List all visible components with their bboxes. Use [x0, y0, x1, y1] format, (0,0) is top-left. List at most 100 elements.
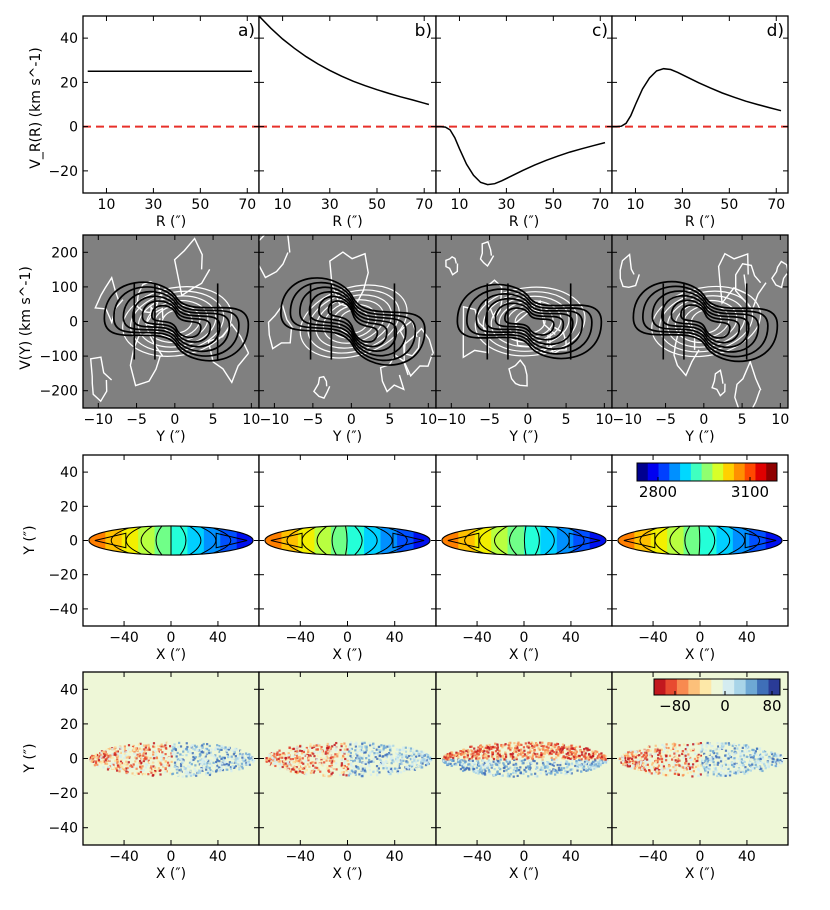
residual-pixel — [367, 756, 370, 759]
residual-pixel — [242, 754, 245, 757]
residual-pixel — [215, 757, 219, 760]
residual-pixel — [537, 747, 540, 750]
residual-pixel — [400, 771, 403, 774]
residual-pixel — [112, 761, 115, 764]
residual-pixel — [148, 748, 151, 751]
residual-pixel — [232, 753, 236, 756]
residual-pixel — [385, 767, 388, 770]
residual-pixel — [294, 757, 297, 760]
residual-pixel — [749, 758, 752, 762]
residual-pixel — [475, 755, 479, 758]
residual-pixel — [759, 759, 762, 763]
residual-pixel — [394, 762, 397, 765]
residual-pixel — [496, 758, 499, 761]
residual-pixel — [147, 743, 150, 747]
residual-pixel — [598, 759, 601, 762]
iso-velocity-curve — [372, 525, 393, 556]
residual-pixel — [404, 756, 407, 760]
residual-pixel — [737, 769, 740, 772]
residual-pixel — [520, 743, 523, 747]
residual-pixel — [147, 748, 150, 751]
residual-pixel — [369, 744, 372, 747]
residual-pixel — [426, 755, 429, 759]
residual-pixel — [326, 746, 329, 750]
residual-pixel — [193, 757, 196, 760]
residual-pixel — [661, 769, 665, 772]
residual-pixel — [333, 760, 336, 763]
residual-pixel — [406, 761, 409, 764]
residual-pixel — [682, 756, 685, 759]
residual-pixel — [349, 751, 352, 755]
residual-pixel — [98, 757, 102, 760]
residual-pixel — [487, 759, 490, 762]
residual-pixel — [146, 763, 149, 766]
residual-pixel — [176, 758, 180, 761]
residual-pixel — [674, 759, 677, 762]
residual-pixel — [143, 748, 146, 751]
residual-pixel — [531, 755, 534, 758]
residual-pixel — [656, 770, 659, 773]
residual-pixel — [390, 754, 393, 757]
residual-pixel — [401, 762, 404, 765]
x-tick-label: 10 — [627, 197, 645, 213]
residual-pixel — [271, 752, 274, 756]
residual-pixel — [553, 769, 556, 772]
residual-pixel — [622, 756, 625, 759]
residual-pixel — [339, 748, 342, 752]
residual-pixel — [136, 755, 140, 758]
residual-pixel — [460, 762, 463, 766]
residual-pixel — [114, 753, 117, 756]
residual-pixel — [780, 760, 783, 763]
residual-pixel — [230, 757, 234, 760]
residual-pixel — [657, 772, 660, 775]
data-contour-noise — [399, 319, 421, 357]
residual-pixel — [702, 765, 705, 769]
residual-pixel — [749, 769, 752, 772]
residual-pixel — [746, 762, 749, 765]
residual-pixel — [498, 750, 501, 753]
residual-pixel — [216, 744, 219, 747]
x-tick-label: 0 — [347, 412, 356, 428]
residual-pixel — [483, 750, 486, 753]
residual-pixel — [315, 744, 318, 747]
model-contour — [280, 277, 426, 366]
x-tick-label: 0 — [696, 630, 705, 646]
residual-pixel — [768, 757, 771, 760]
residual-pixel — [205, 768, 208, 771]
velocity-band — [573, 525, 591, 556]
residual-pixel — [328, 759, 331, 762]
residual-pixel — [176, 773, 179, 777]
residual-pixel — [548, 743, 551, 746]
residual-pixel — [297, 769, 301, 772]
residual-pixel — [703, 762, 706, 766]
residual-pixel — [736, 772, 740, 775]
residual-pixel — [199, 763, 202, 766]
residual-pixel — [205, 747, 209, 751]
residual-pixel — [764, 752, 768, 755]
residual-pixel — [708, 758, 712, 761]
residual-pixel — [134, 760, 137, 763]
residual-pixel — [242, 760, 245, 763]
residual-pixel — [563, 767, 566, 770]
residual-pixel — [475, 770, 478, 773]
residual-pixel — [228, 761, 231, 764]
residual-pixel — [379, 749, 382, 752]
residual-pixel — [687, 765, 690, 768]
iso-velocity-curve — [623, 532, 656, 549]
residual-pixel — [758, 767, 762, 770]
residual-pixel — [449, 753, 453, 757]
residual-pixel — [721, 774, 724, 777]
residual-pixel — [751, 763, 754, 766]
residual-pixel — [636, 758, 639, 761]
x-tick-label: 0 — [170, 412, 179, 428]
residual-pixel — [650, 772, 653, 775]
residual-pixel — [570, 744, 573, 747]
residual-pixel — [631, 764, 634, 767]
residual-pixel — [181, 775, 184, 778]
residual-pixel — [555, 751, 558, 754]
residual-pixel — [200, 745, 204, 748]
residual-pixel — [161, 767, 164, 770]
x-tick-label: 40 — [209, 630, 227, 646]
